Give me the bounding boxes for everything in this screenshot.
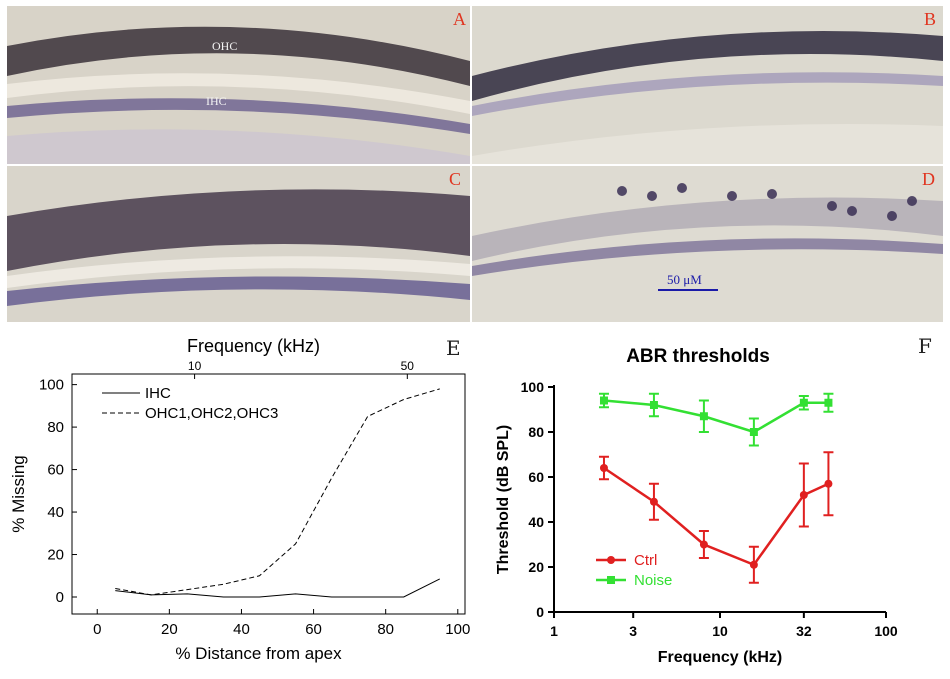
chart-e-top-axis-label: Frequency (kHz) bbox=[187, 336, 320, 356]
chart-f-ctrl-point bbox=[749, 560, 758, 569]
chart-f-ytick-label: 60 bbox=[528, 469, 544, 485]
chart-f-xtick-label: 10 bbox=[712, 623, 728, 639]
micrograph-a-image bbox=[7, 6, 470, 164]
chart-f-ctrl-point bbox=[799, 491, 808, 499]
chart-f-legend-marker bbox=[607, 576, 615, 584]
chart-e-y-axis-label: % Missing bbox=[9, 455, 28, 532]
chart-e-ytick-label: 40 bbox=[47, 504, 64, 521]
micrograph-panel-d: 50 μM D bbox=[472, 166, 943, 322]
chart-e-frame bbox=[71, 373, 466, 615]
chart-e-xtick-label: 0 bbox=[93, 621, 101, 638]
chart-f-ctrl-point bbox=[599, 464, 608, 472]
chart-e-xtick-label: 100 bbox=[445, 621, 470, 638]
ihc-label: IHC bbox=[206, 94, 227, 108]
chart-e-xtick-label: 40 bbox=[233, 621, 250, 638]
chart-f-noise-point bbox=[649, 401, 658, 409]
chart-e-series-ohc-line bbox=[115, 388, 440, 596]
micrograph-b-image bbox=[472, 6, 943, 164]
chart-e-ytick-label: 0 bbox=[56, 589, 64, 606]
chart-f-legend-marker bbox=[607, 556, 615, 564]
chart-e-ytick-label: 20 bbox=[47, 547, 64, 564]
chart-f-xtick-label: 3 bbox=[629, 623, 637, 639]
chart-f: ABR thresholds 0 20 40 60 80 100 1 3 10 32 100 Frequ… bbox=[495, 346, 898, 666]
chart-f-noise-point bbox=[799, 398, 808, 407]
scale-bar-label: 50 μM bbox=[667, 272, 702, 287]
chart-f-legend-label: Noise bbox=[634, 572, 672, 589]
chart-f-noise-point bbox=[749, 428, 758, 436]
chart-e-top-tick-label: 50 bbox=[401, 359, 415, 373]
ohc-label: OHC bbox=[212, 39, 238, 53]
chart-e-ytick-label: 80 bbox=[47, 419, 64, 436]
panel-letter-a: A bbox=[453, 9, 466, 29]
chart-f-ytick-label: 20 bbox=[528, 559, 544, 575]
micrograph-d-image bbox=[472, 166, 943, 322]
chart-f-ctrl-point bbox=[699, 540, 708, 549]
chart-f-xtick-label: 1 bbox=[550, 623, 558, 639]
chart-f-ctrl-point bbox=[649, 497, 658, 506]
chart-e-top-tick-label: 10 bbox=[188, 359, 202, 373]
panel-letter-e: E bbox=[446, 336, 461, 360]
panel-letter-d: D bbox=[922, 169, 935, 189]
chart-f-legend-label: Ctrl bbox=[634, 552, 657, 569]
chart-e-xtick-label: 20 bbox=[161, 621, 178, 638]
micrograph-panel-b: B bbox=[472, 6, 943, 164]
chart-f-series-ctrl-line bbox=[603, 466, 829, 567]
chart-f-x-axis-label: Frequency (kHz) bbox=[658, 649, 782, 666]
chart-e-x-axis-label: % Distance from apex bbox=[175, 644, 342, 663]
chart-f-series-noise-line bbox=[603, 399, 829, 434]
chart-f-xtick-label: 100 bbox=[874, 623, 898, 639]
chart-e-ytick-label: 100 bbox=[39, 377, 64, 394]
chart-e-xtick-label: 80 bbox=[377, 621, 394, 638]
micrograph-c-image bbox=[7, 166, 470, 322]
chart-f-ytick-label: 80 bbox=[528, 424, 544, 440]
chart-e: 0 20 40 60 80 100 0 20 40 60 80 100 10 50 Frequency (k… bbox=[9, 336, 470, 663]
chart-f-noise-point bbox=[824, 398, 833, 407]
panel-letter-f: F bbox=[918, 334, 932, 358]
chart-f-ytick-label: 100 bbox=[521, 379, 545, 395]
chart-f-ytick-label: 0 bbox=[536, 604, 544, 620]
chart-f-ctrl-point bbox=[824, 479, 833, 488]
chart-f-title: ABR thresholds bbox=[626, 346, 770, 367]
chart-e-legend-label: IHC bbox=[145, 385, 171, 402]
micrograph-panel-a: OHC IHC A bbox=[7, 6, 470, 164]
chart-f-ytick-label: 40 bbox=[528, 514, 544, 530]
panel-letter-b: B bbox=[924, 9, 937, 29]
micrograph-panel-c: C bbox=[7, 166, 470, 322]
chart-e-xtick-label: 60 bbox=[305, 621, 322, 638]
chart-f-noise-point bbox=[699, 412, 708, 421]
chart-e-legend-label: OHC1,OHC2,OHC3 bbox=[145, 405, 278, 422]
chart-f-xtick-label: 32 bbox=[796, 623, 812, 639]
chart-f-noise-point bbox=[599, 396, 608, 405]
chart-f-y-axis-label: Threshold (dB SPL) bbox=[495, 425, 512, 574]
chart-e-ytick-label: 60 bbox=[47, 462, 64, 479]
panel-letter-c: C bbox=[449, 169, 462, 189]
chart-e-series-ihc-line bbox=[115, 578, 440, 598]
